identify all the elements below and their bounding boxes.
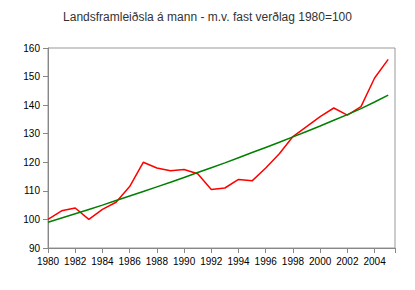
svg-text:100: 100 [23, 214, 40, 225]
svg-text:1990: 1990 [173, 256, 196, 267]
svg-text:130: 130 [23, 128, 40, 139]
svg-text:1998: 1998 [282, 256, 305, 267]
svg-text:1996: 1996 [255, 256, 278, 267]
svg-text:2000: 2000 [309, 256, 332, 267]
svg-text:1984: 1984 [91, 256, 114, 267]
svg-text:150: 150 [23, 71, 40, 82]
svg-text:2002: 2002 [336, 256, 359, 267]
svg-text:1980: 1980 [37, 256, 60, 267]
svg-text:160: 160 [23, 43, 40, 54]
svg-text:110: 110 [24, 185, 40, 196]
svg-text:120: 120 [23, 157, 40, 168]
svg-text:2004: 2004 [363, 256, 386, 267]
svg-text:140: 140 [23, 100, 40, 111]
svg-text:1986: 1986 [119, 256, 142, 267]
svg-text:1982: 1982 [64, 256, 87, 267]
svg-text:90: 90 [29, 243, 41, 254]
svg-text:1994: 1994 [227, 256, 250, 267]
svg-text:Landsframleiðsla á mann - m.v.: Landsframleiðsla á mann - m.v. fast verð… [63, 10, 352, 24]
svg-text:1992: 1992 [200, 256, 223, 267]
svg-text:1988: 1988 [146, 256, 169, 267]
